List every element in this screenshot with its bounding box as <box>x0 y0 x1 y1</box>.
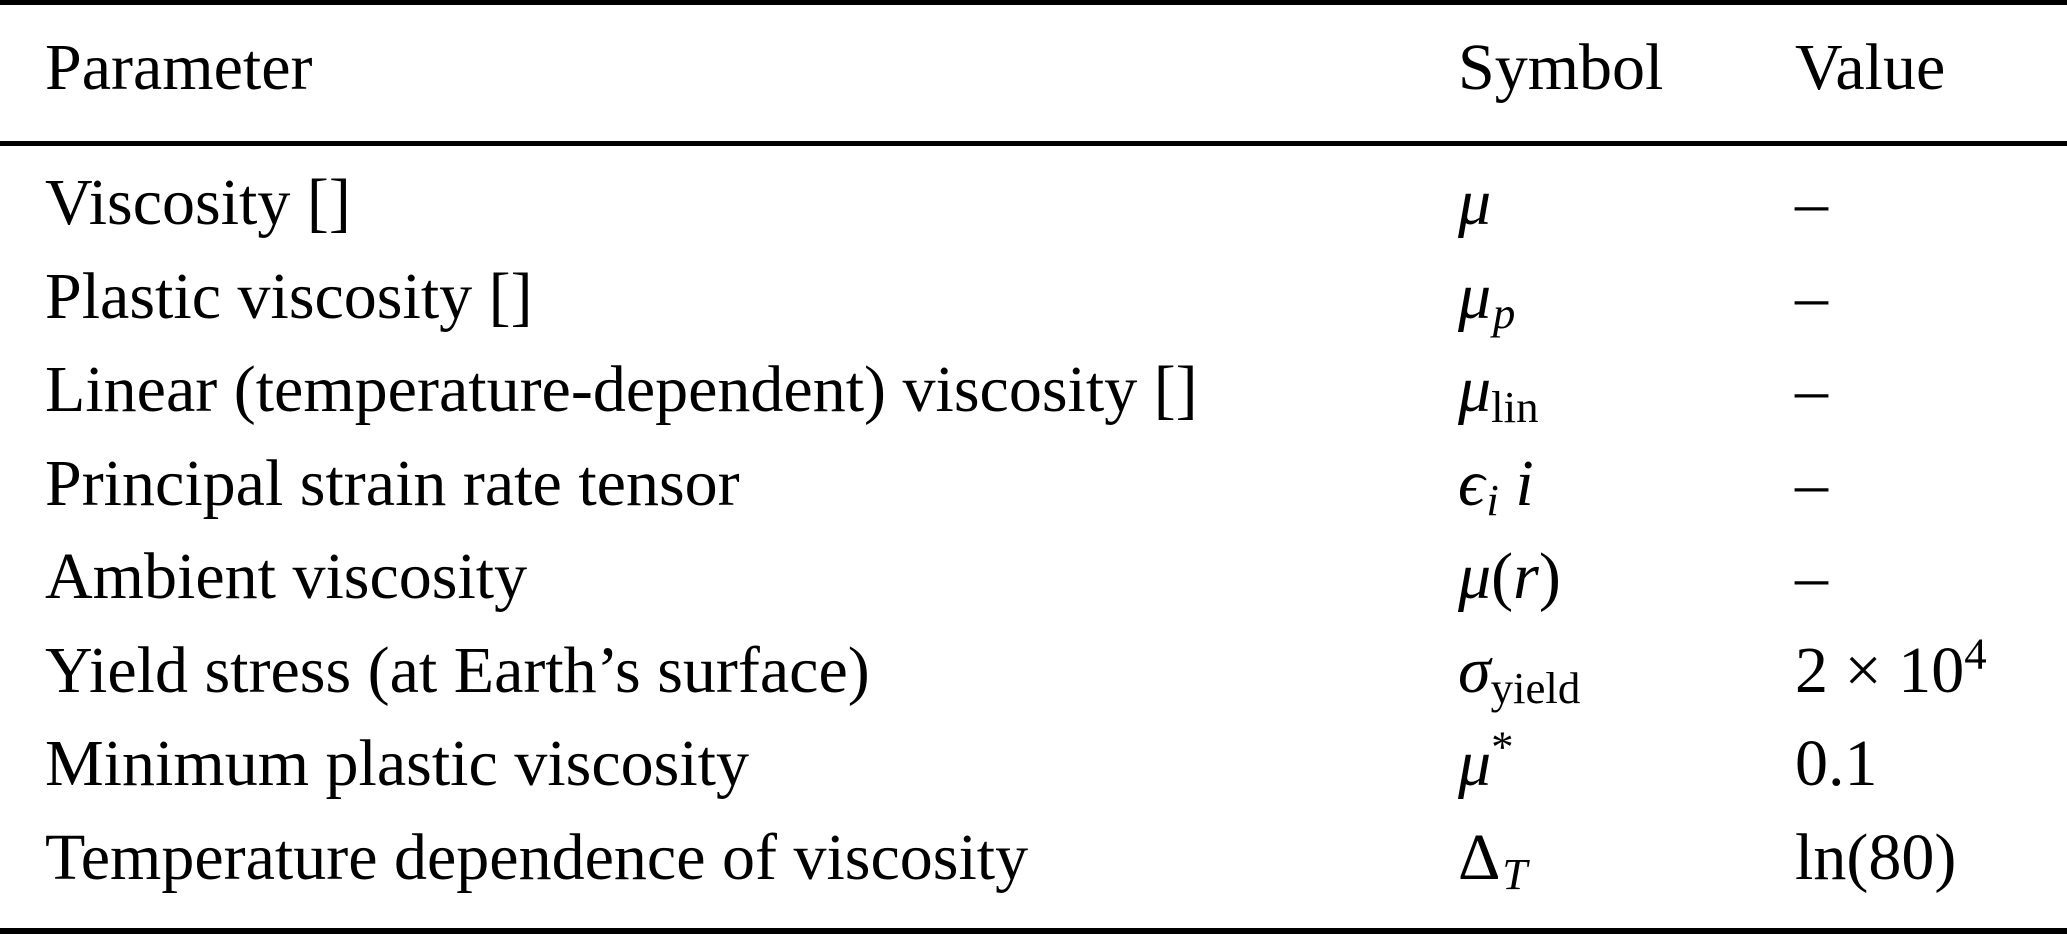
parameter-cell: Plastic viscosity [] <box>45 259 533 333</box>
math-segment: μ <box>1458 540 1492 613</box>
math-segment: 4 <box>1964 628 1987 679</box>
table-row: Linear (temperature-dependent) viscosity… <box>0 343 2067 437</box>
symbol-cell: ΔT <box>1458 811 1795 905</box>
symbol-cell: μ(r) <box>1458 530 1795 624</box>
parameter-cell: Temperature dependence of viscosity <box>45 820 1029 894</box>
math-segment: ( <box>1491 540 1514 613</box>
table-row: Minimum plastic viscosity μ* 0.1 <box>0 717 2067 811</box>
value-cell: 0.1 <box>1795 717 2067 811</box>
math-segment: r <box>1513 540 1539 613</box>
value-cell: 2 × 104 <box>1795 624 2067 718</box>
value-cell: – <box>1795 156 2067 250</box>
value-cell: – <box>1795 530 2067 624</box>
symbol-cell: μp <box>1458 250 1795 344</box>
math-segment: μ <box>1458 353 1492 426</box>
math-segment: lin <box>1491 381 1539 432</box>
math-segment: – <box>1795 166 1828 239</box>
value-cell: ln(80) <box>1795 811 2067 905</box>
math-segment: Δ <box>1458 820 1501 894</box>
column-header-symbol: Symbol <box>1458 31 1664 104</box>
math-segment: – <box>1795 259 1828 333</box>
math-segment: ϵ <box>1458 446 1485 520</box>
math-segment: – <box>1795 446 1828 520</box>
value-cell: – <box>1795 250 2067 344</box>
math-segment: μ <box>1458 166 1492 239</box>
math-segment: * <box>1491 721 1514 772</box>
math-segment: yield <box>1490 662 1581 713</box>
math-segment: i <box>1486 475 1499 526</box>
parameter-cell: Linear (temperature-dependent) viscosity… <box>45 353 1198 426</box>
parameter-cell: Principal strain rate tensor <box>45 446 740 520</box>
math-segment: 0.1 <box>1795 727 1878 800</box>
table-header-row: Parameter Symbol Value <box>0 5 2067 141</box>
symbol-cell: μ <box>1458 156 1795 250</box>
table-row: Plastic viscosity [] μp – <box>0 250 2067 344</box>
math-segment: 2 × 10 <box>1795 633 1965 707</box>
symbol-cell: σyield <box>1458 624 1795 718</box>
parameter-cell: Minimum plastic viscosity <box>45 727 749 800</box>
table-header-rule <box>0 141 2067 146</box>
symbol-cell: μlin <box>1458 343 1795 437</box>
table-row: Principal strain rate tensor ϵi i – <box>0 437 2067 531</box>
symbol-cell: μ* <box>1458 717 1795 811</box>
math-segment: μ <box>1458 727 1492 800</box>
parameter-cell: Ambient viscosity <box>45 540 528 613</box>
table-row: Temperature dependence of viscosity ΔT ln(… <box>0 811 2067 905</box>
math-segment: ln(80) <box>1795 820 1957 894</box>
parameter-cell: Viscosity [] <box>45 166 351 239</box>
table-bottom-rule <box>0 928 2067 934</box>
math-segment: – <box>1795 353 1828 426</box>
math-segment: σ <box>1458 633 1491 707</box>
column-header-value: Value <box>1795 31 1946 104</box>
value-cell: – <box>1795 437 2067 531</box>
value-cell: – <box>1795 343 2067 437</box>
table-row: Yield stress (at Earth’s surface) σyield 2… <box>0 624 2067 718</box>
table-row: Ambient viscosity μ(r) – <box>0 530 2067 624</box>
column-header-parameter: Parameter <box>45 31 313 104</box>
math-segment: ) <box>1538 540 1561 613</box>
table-row: Viscosity [] μ – <box>0 156 2067 250</box>
math-segment: T <box>1502 849 1528 900</box>
table-body: Viscosity [] μ – Plastic viscosity [] μp – Lin… <box>0 146 2067 904</box>
symbol-cell: ϵi i <box>1458 437 1795 531</box>
math-segment: i <box>1498 446 1534 520</box>
parameter-cell: Yield stress (at Earth’s surface) <box>45 633 870 707</box>
math-segment: p <box>1492 288 1516 339</box>
table-top-rule <box>0 0 2067 5</box>
math-segment: – <box>1795 540 1828 613</box>
math-segment: μ <box>1458 259 1492 333</box>
